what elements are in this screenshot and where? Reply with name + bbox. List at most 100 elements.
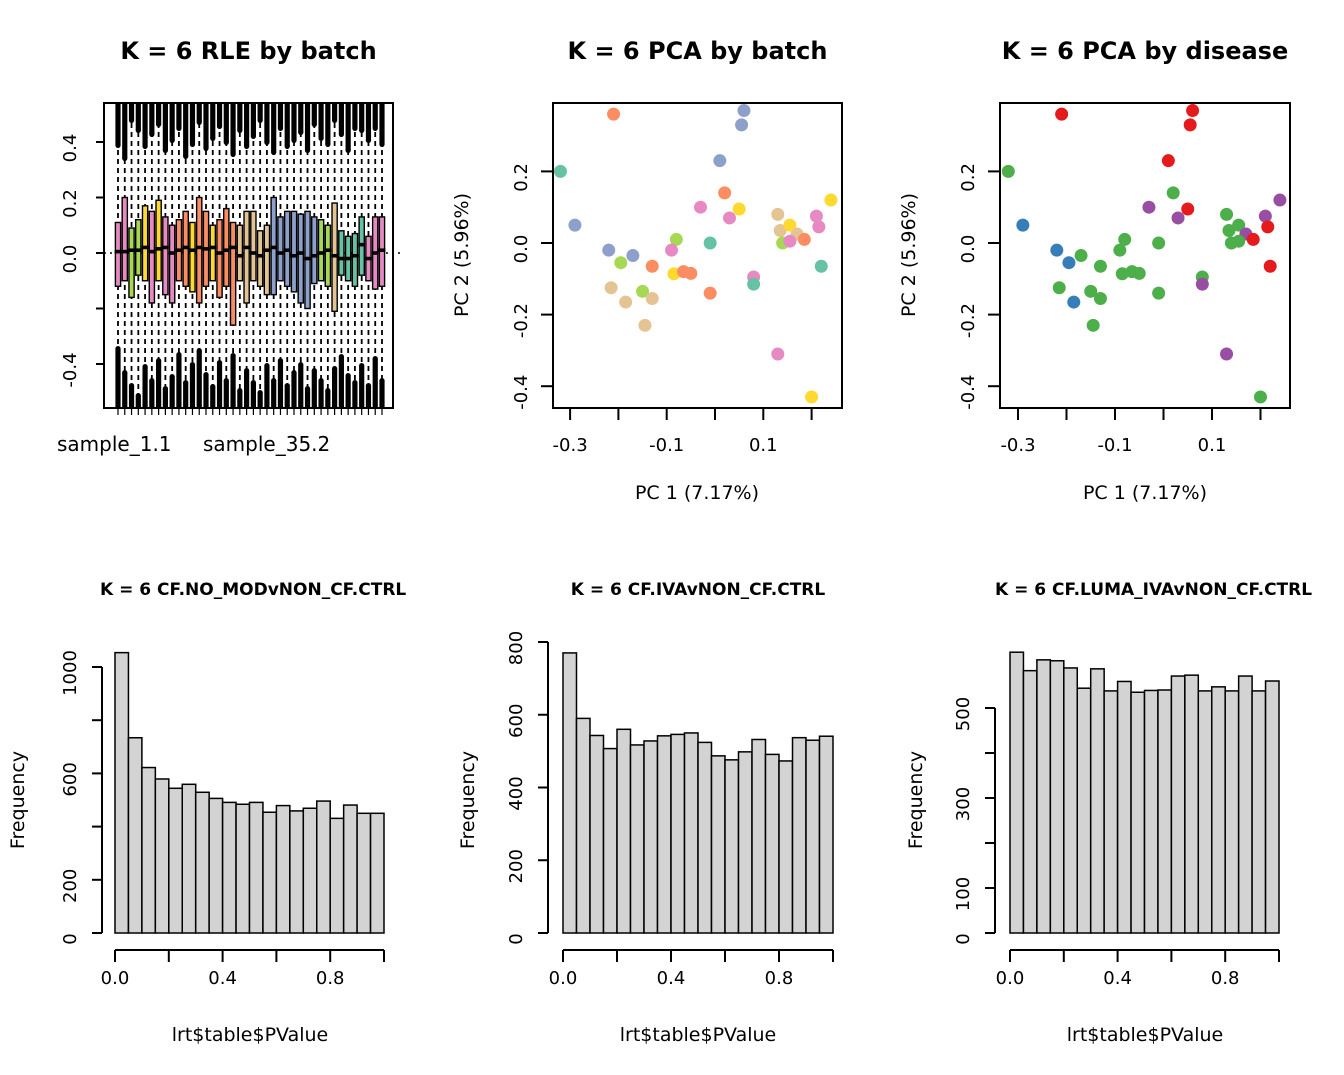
pca_disease-scatter-point [1086, 318, 1100, 332]
rle-outlier-blob-bottom-tip [332, 366, 338, 372]
pca_batch-scatter-point [812, 220, 826, 234]
hist_luma_iva-histogram-bar [1264, 680, 1280, 934]
pca_disease-scatter-point [1246, 232, 1260, 246]
pca_disease-scatter-point [1273, 193, 1287, 207]
rle-box [141, 205, 149, 282]
pca_disease-scatter-point [1232, 218, 1246, 232]
rle-outlier-blob-top-tip [264, 139, 270, 145]
pca_batch-scatter-point [735, 118, 749, 132]
rle-outlier-blob-bottom [169, 376, 175, 408]
rle-box [243, 210, 250, 304]
hist_iva-y-tick-label: 200 [506, 849, 527, 883]
hist_luma_iva-histogram-bar [1103, 690, 1119, 934]
rle-outlier-blob-top-tip [271, 149, 277, 155]
pca_batch-scatter-point [614, 256, 628, 270]
pca_disease-scatter-point [1115, 267, 1129, 281]
hist_luma_iva-histogram-bar [1130, 691, 1146, 934]
rle-outlier-blob-bottom-tip [311, 368, 317, 374]
pca_batch-scatter-point [553, 164, 567, 178]
pca_batch-plot-box [552, 102, 843, 409]
pca-disease-xaxis-label: PC 1 (7.17%) [1082, 482, 1208, 504]
hist_luma_iva-histogram-bar [1170, 675, 1186, 934]
hist_iva-histogram-bar [683, 732, 699, 934]
hist_no_mod-y-tick-label: 600 [60, 762, 81, 796]
pca_disease-scatter-point [1052, 281, 1066, 295]
hist_iva-histogram-bar [791, 736, 807, 934]
rle-outlier-blob-bottom-tip [250, 380, 256, 386]
pca_disease-scatter-point [1161, 154, 1175, 168]
rle-outlier-blob-top-tip [149, 131, 155, 137]
rle-box [277, 216, 284, 282]
pca_disease-scatter-point [1050, 243, 1064, 257]
hist-no-mod-yaxis-label: Frequency [7, 750, 29, 850]
hist_no_mod-y-tick-label: 200 [60, 869, 81, 903]
rle-box [128, 227, 135, 299]
hist_luma_iva-histogram-bar [1157, 689, 1173, 934]
rle-outlier-blob-top [216, 103, 223, 127]
rle-outlier-blob-bottom-tip [115, 346, 121, 352]
hist-iva-xaxis-label: lrt$table$PValue [619, 1024, 777, 1046]
rle-outlier-blob-top [169, 103, 175, 141]
rle-y-tick-label: -0.4 [60, 352, 81, 387]
hist_no_mod-histogram-bar [302, 807, 318, 934]
rle-box [216, 218, 223, 299]
rle-outlier-blob-top [291, 103, 297, 141]
rle-box [155, 199, 162, 282]
rle-outlier-blob-top [365, 103, 372, 141]
rle-outlier-blob-top [122, 103, 128, 159]
rle-outlier-blob-top-tip [352, 125, 358, 131]
hist_luma_iva-x-tick-label: 0.8 [1211, 968, 1240, 989]
hist_no_mod-histogram-bar [208, 797, 224, 934]
pca-batch-yaxis-label: PC 2 (5.96%) [451, 192, 473, 318]
pca_batch-scatter-point [713, 154, 727, 168]
hist-luma-iva-xaxis-label: lrt$table$PValue [1066, 1024, 1224, 1046]
rle-outlier-blob-top [372, 103, 378, 129]
pca_batch-y-tick-label: 0.2 [511, 163, 532, 192]
rle-outlier-blob-bottom [352, 382, 358, 408]
rle-box [317, 218, 325, 282]
rle-outlier-blob-top [325, 103, 331, 145]
rle-outlier-blob-top [183, 103, 189, 157]
hist_luma_iva-histogram-bar [1036, 659, 1052, 934]
hist_no_mod-histogram-bar [329, 817, 345, 934]
pca_batch-scatter-point [665, 243, 679, 257]
rle-outlier-blob-top-tip [298, 129, 304, 135]
pca_batch-scatter-point [718, 186, 732, 200]
rle-outlier-blob-top [142, 103, 148, 147]
rle-outlier-blob-bottom [237, 390, 243, 408]
hist_iva-x-tick-label: 0.0 [549, 968, 578, 989]
rle-outlier-blob-bottom-tip [149, 378, 155, 384]
hist_luma_iva-histogram-bar [1184, 674, 1200, 934]
rle-sample-label-first: sample_1.1 [57, 432, 172, 456]
rle-outlier-blob-bottom-tip [183, 380, 189, 386]
pca_batch-scatter-point [703, 236, 717, 250]
pca_disease-y-tick-label: 0.0 [958, 235, 979, 264]
rle-outlier-blob-top [230, 103, 236, 155]
rle-outlier-blob-top-tip [332, 117, 338, 123]
hist-luma-iva-yaxis-label: Frequency [905, 750, 927, 850]
rle-outlier-blob-bottom-tip [298, 362, 304, 368]
hist_iva-x-tick-label: 0.8 [765, 968, 794, 989]
pca_disease-scatter-point [1195, 277, 1209, 291]
rle-outlier-blob-top-tip [379, 141, 385, 147]
pca_batch-x-tick-label: -0.3 [553, 435, 588, 456]
pca_batch-scatter-point [732, 202, 746, 216]
rle-outlier-blob-bottom [311, 370, 317, 408]
rle-outlier-blob-bottom-tip [223, 378, 229, 384]
pca_disease-scatter-point [1186, 104, 1200, 118]
rle-outlier-blob-top-tip [135, 127, 141, 133]
hist_iva-y-tick-label: 600 [506, 704, 527, 738]
rle-outlier-blob-top [156, 103, 162, 125]
hist_iva-histogram-bar [778, 760, 794, 934]
rle-outlier-blob-bottom [115, 348, 121, 408]
hist_no_mod-histogram-bar [221, 801, 237, 934]
rle-outlier-blob-bottom-tip [257, 390, 263, 396]
rle-box [162, 216, 169, 296]
hist_iva-histogram-bar [724, 759, 740, 934]
hist-no-mod-title: K = 6 CF.NO_MODvNON_CF.CTRL [100, 580, 407, 600]
rle-outlier-blob-bottom-tip [372, 356, 378, 362]
rle-outlier-blob-bottom-tip [318, 378, 324, 384]
pca_disease-scatter-point [1232, 234, 1246, 248]
rle-outlier-blob-bottom-tip [122, 370, 128, 376]
hist_no_mod-histogram-bar [356, 812, 372, 934]
